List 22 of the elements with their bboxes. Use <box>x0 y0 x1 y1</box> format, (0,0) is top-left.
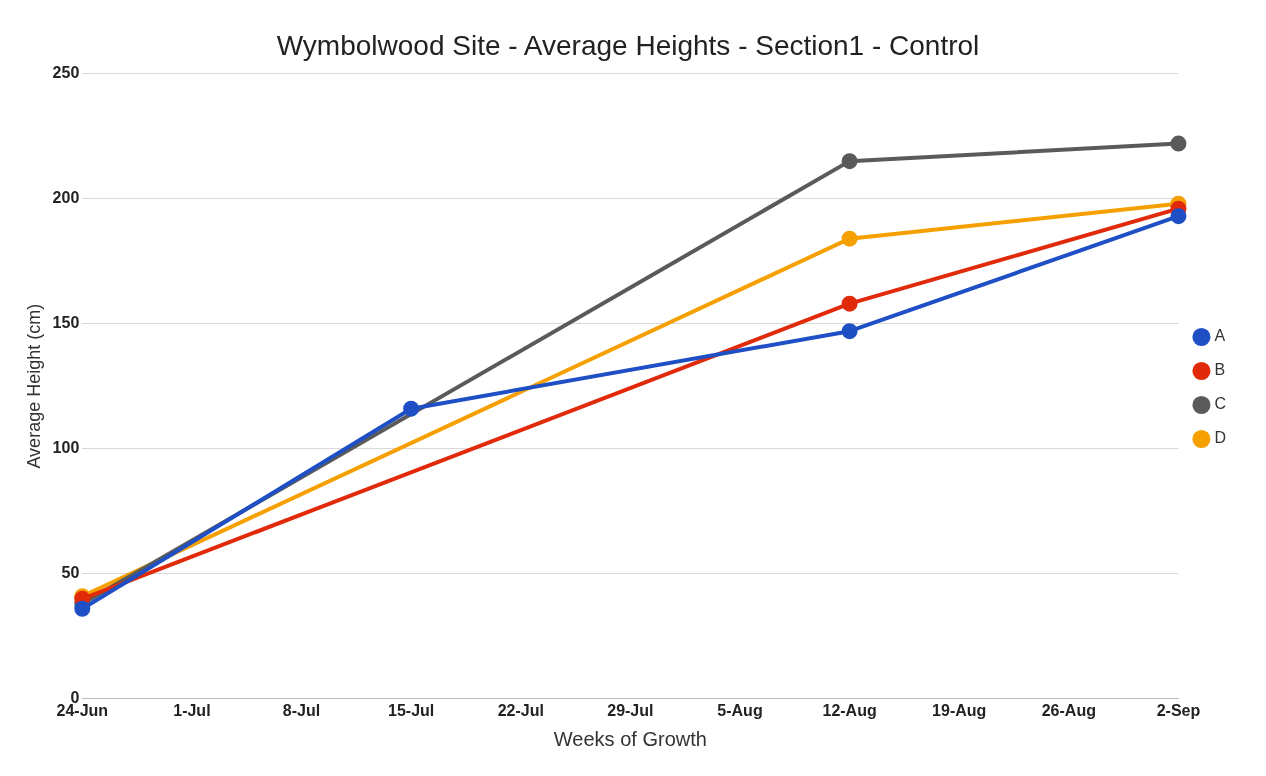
legend-label: A <box>1214 327 1226 345</box>
chart-title: Wymbolwood Site - Average Heights - Section1 - Control <box>276 29 980 61</box>
x-tick-label: 29-Jul <box>607 701 654 719</box>
x-axis-title: Weeks of Growth <box>553 727 707 750</box>
x-tick-label: 1-Jul <box>173 701 211 719</box>
x-tick-label: 22-Jul <box>497 701 544 719</box>
x-tick-label: 8-Jul <box>282 701 321 719</box>
y-axis-title: Average Height (cm) <box>23 303 44 469</box>
y-tick-label: 200 <box>52 189 80 207</box>
x-tick-label: 5-Aug <box>717 701 763 719</box>
legend-label: C <box>1214 395 1227 413</box>
y-tick-label: 100 <box>52 439 80 457</box>
x-tick-label: 12-Aug <box>822 701 877 719</box>
x-tick-label: 15-Jul <box>388 701 435 719</box>
y-tick-label: 150 <box>52 314 80 332</box>
x-tick-label: 2-Sep <box>1156 701 1201 719</box>
y-tick-label: 250 <box>52 64 80 82</box>
y-tick-label: 50 <box>61 564 80 582</box>
x-tick-label: 26-Aug <box>1041 701 1096 719</box>
legend-label: B <box>1214 361 1226 379</box>
legend-label: D <box>1214 429 1227 447</box>
x-tick-label: 19-Aug <box>932 701 987 719</box>
